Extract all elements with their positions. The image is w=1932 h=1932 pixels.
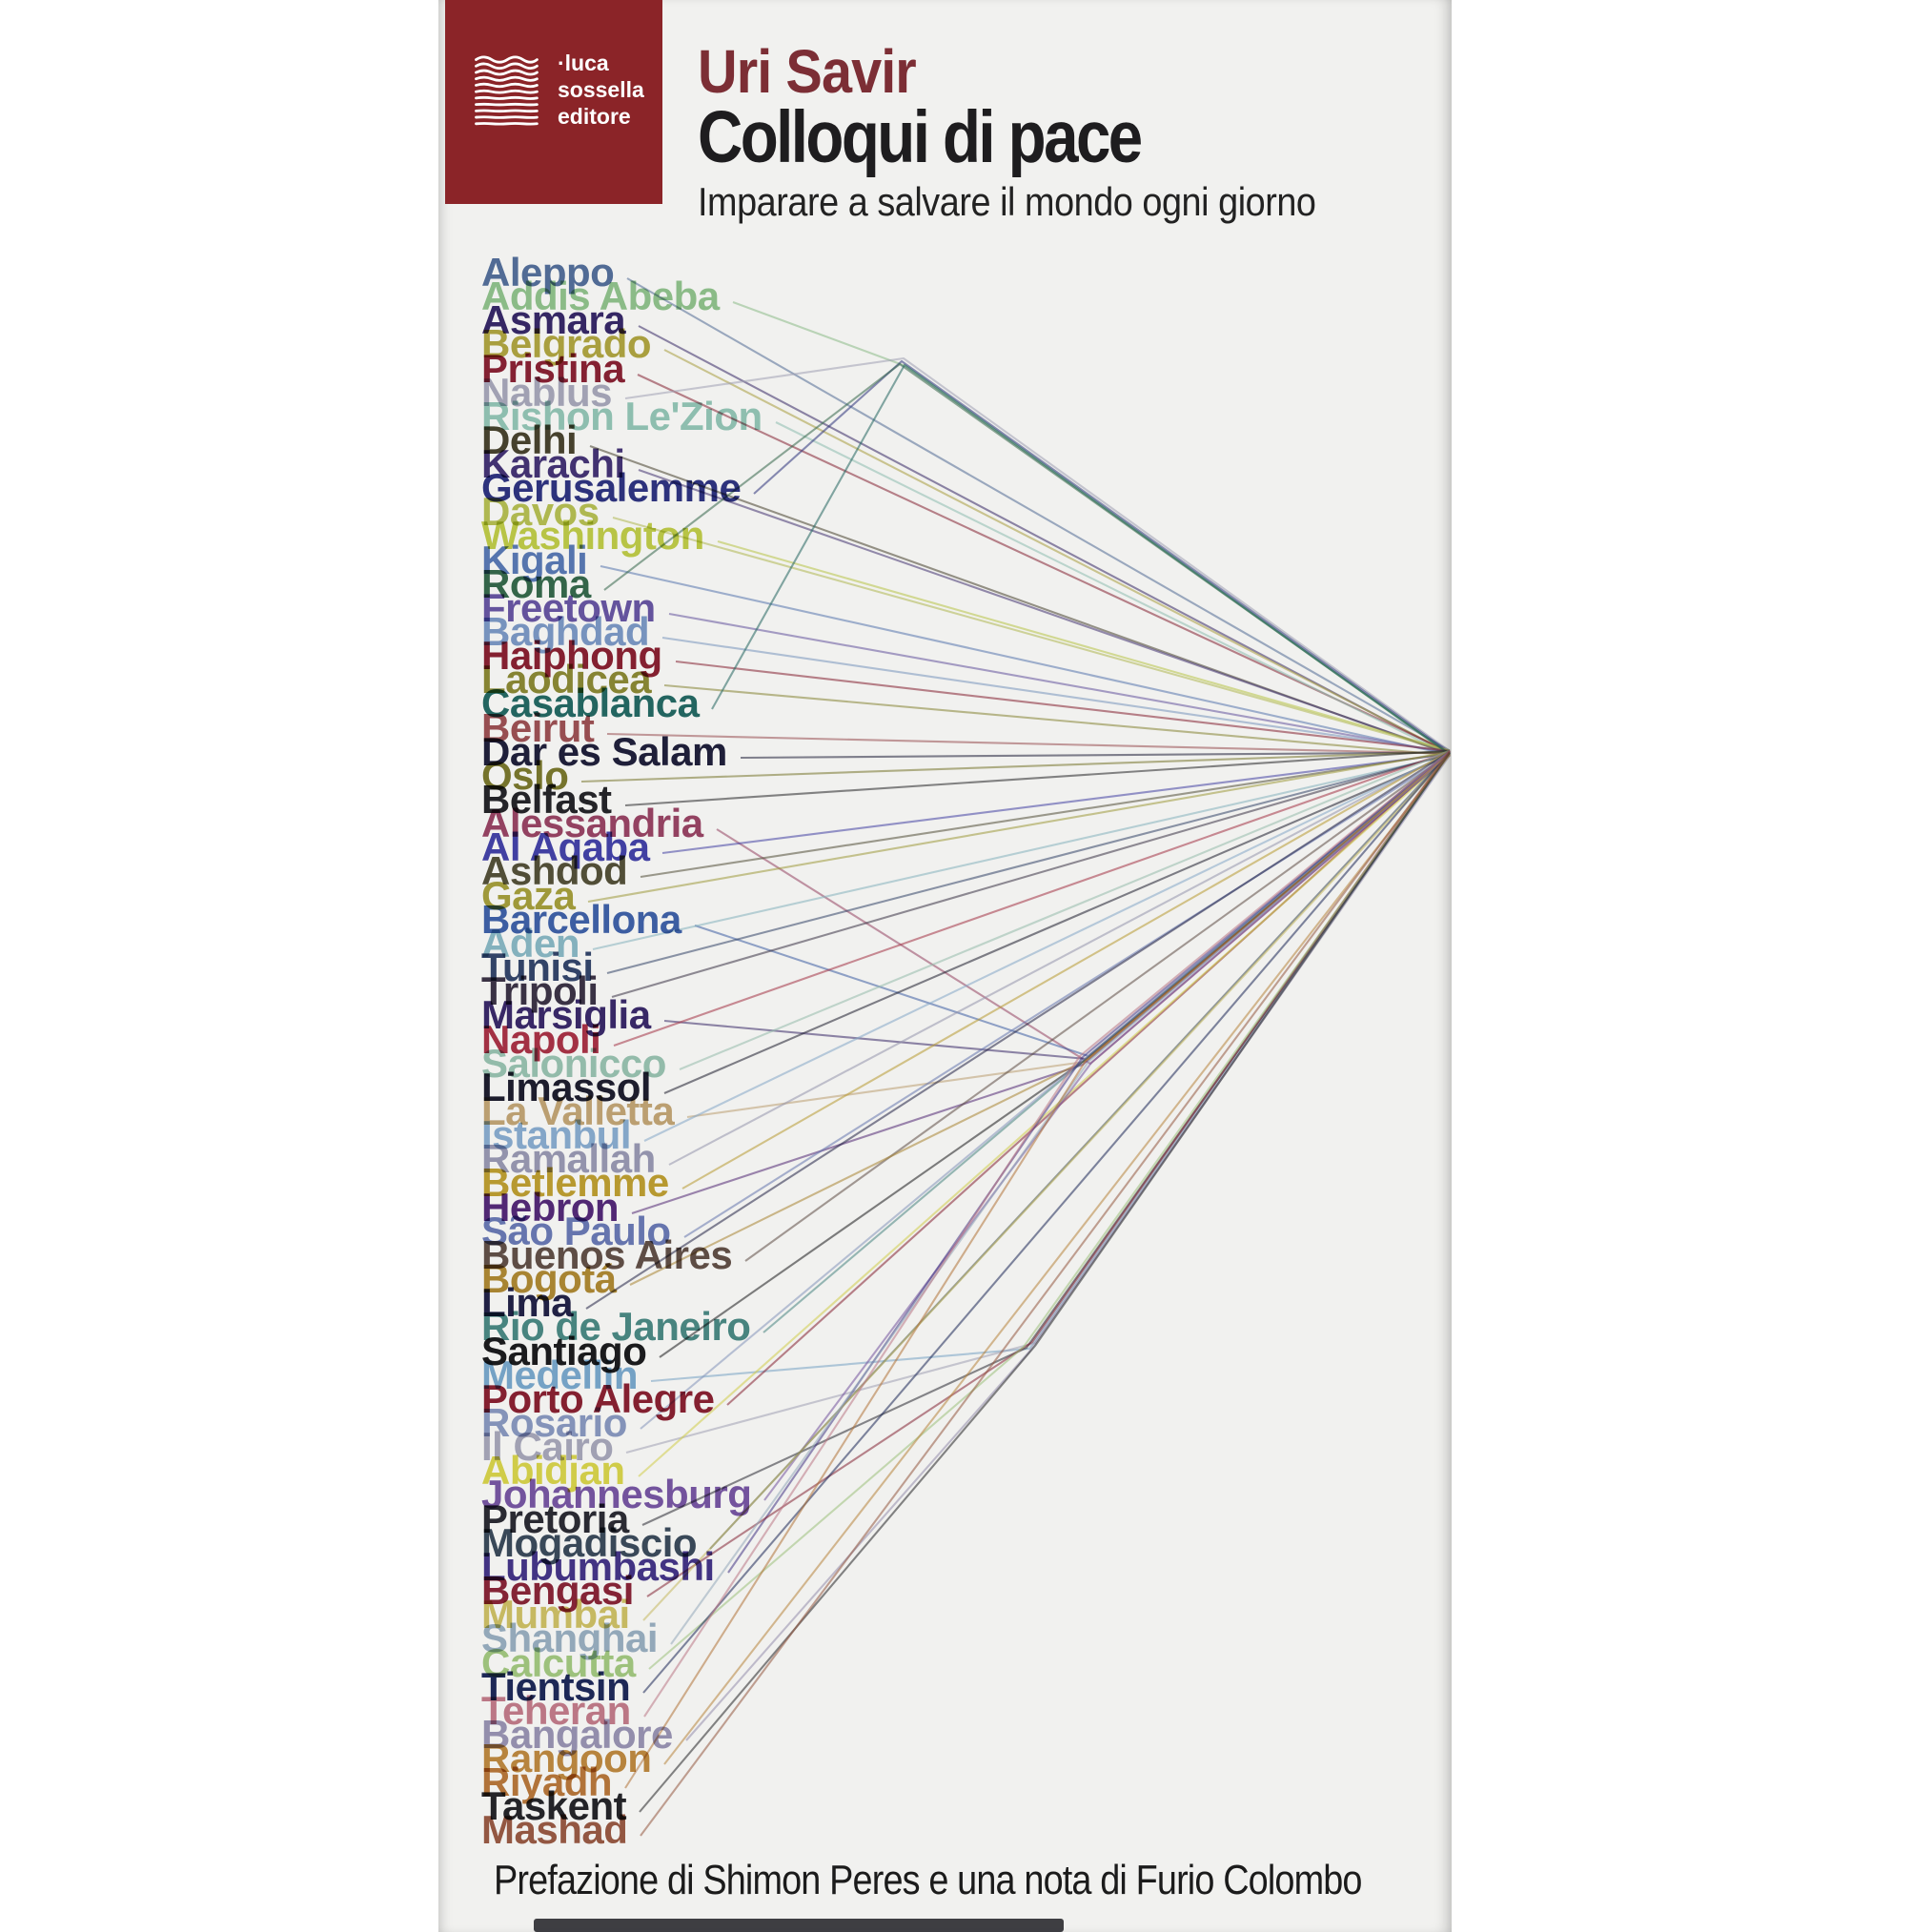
city-label: Bengasi [481, 1568, 634, 1613]
city-label: Beirut [481, 705, 595, 750]
city-label: Belgrado [481, 321, 652, 366]
city-label: Salonicco [481, 1041, 666, 1086]
city-label: Davos [481, 489, 600, 534]
city-label: Ramallah [481, 1136, 656, 1181]
city-label: Napoli [481, 1017, 601, 1062]
city-label: Nablus [481, 370, 613, 415]
city-label: Roma [481, 561, 591, 606]
city-label: Istanbul [481, 1112, 632, 1157]
city-label: Delhi [481, 417, 578, 462]
city-label: Washington [481, 513, 704, 558]
city-label: Casablanca [481, 681, 700, 725]
city-label: Gaza [481, 873, 576, 918]
city-label: São Paulo [481, 1209, 671, 1253]
city-label: Kigali [481, 538, 588, 582]
city-label: Karachi [481, 441, 625, 486]
city-label: Rio de Janeiro [481, 1304, 751, 1349]
city-label: Freetown [481, 585, 656, 630]
publisher-logo: ·luca sossella editore [445, 0, 662, 204]
book-cover: ·luca sossella editore Uri Savir Colloqu… [438, 0, 1452, 1932]
city-label: Tripoli [481, 968, 599, 1013]
book-title: Colloqui di pace [698, 96, 1143, 178]
city-label: Mashad [481, 1807, 628, 1852]
city-label: Porto Alegre [481, 1376, 715, 1421]
publisher-name-line: editore [558, 104, 631, 130]
city-label: Oslo [481, 753, 569, 798]
city-label: La Valletta [481, 1088, 675, 1133]
city-label: Baghdad [481, 609, 650, 654]
author-name: Uri Savir [698, 37, 917, 106]
city-label: Calcutta [481, 1640, 636, 1685]
city-label: Rosario [481, 1400, 627, 1445]
city-label: Rangoon [481, 1736, 652, 1780]
city-label: Addis Abeba [481, 274, 720, 318]
city-label: Rishon Le'Zion [481, 394, 763, 438]
publisher-name: ·luca sossella editore [558, 50, 644, 130]
city-label: Lima [481, 1280, 574, 1325]
city-label: Pristina [481, 346, 625, 391]
city-label: Riyadh [481, 1759, 613, 1804]
city-label: Pretoria [481, 1496, 629, 1541]
city-label: Asmara [481, 297, 626, 342]
city-label: Betlemme [481, 1160, 669, 1205]
city-label: Medellin [481, 1352, 639, 1397]
city-label: Teheran [481, 1688, 631, 1733]
city-label: Tunisi [481, 945, 594, 989]
city-label: Laodicea [481, 657, 652, 702]
page-edge-shadow [534, 1919, 1064, 1932]
city-label: Alessandria [481, 801, 703, 845]
city-label: Abidjan [481, 1448, 625, 1493]
city-label: Bogotá [481, 1256, 617, 1301]
city-label: Taskent [481, 1783, 627, 1828]
city-label: Gerusalemme [481, 465, 742, 510]
city-label: Barcellona [481, 897, 681, 942]
publisher-name-line: sossella [558, 77, 644, 103]
city-label: Ashdod [481, 848, 628, 893]
city-label: Lubumbashi [481, 1544, 715, 1589]
city-label: Il Cairo [481, 1424, 614, 1469]
city-label: Johannesburg [481, 1472, 752, 1516]
city-label: Dar es Salam [481, 729, 727, 774]
city-label: Mogadiscio [481, 1520, 698, 1565]
city-label: Tientsin [481, 1664, 631, 1709]
city-label: Marsiglia [481, 992, 651, 1037]
city-label: Mumbai [481, 1592, 630, 1637]
city-label: Aleppo [481, 250, 615, 295]
city-label: Haiphong [481, 633, 662, 678]
city-label: Buenos Aires [481, 1232, 733, 1277]
publisher-name-line: ·luca [558, 51, 609, 75]
city-label: Hebron [481, 1185, 620, 1230]
footer-note: Prefazione di Shimon Peres e una nota di… [494, 1857, 1362, 1903]
city-label: Al Aqaba [481, 824, 650, 869]
city-label: Bangalore [481, 1712, 673, 1757]
city-list: Aleppo Addis Abeba Asmara Belgrado Pristina N… [438, 0, 1452, 1932]
city-label: Shanghai [481, 1616, 659, 1660]
wave-lines-icon [475, 55, 539, 126]
city-label: Belfast [481, 777, 612, 822]
city-label: Aden [481, 921, 580, 966]
city-label: Limassol [481, 1065, 652, 1109]
book-subtitle: Imparare a salvare il mondo ogni giorno [698, 179, 1316, 224]
city-label: Santiago [481, 1329, 647, 1373]
network-lines [580, 277, 1451, 1837]
